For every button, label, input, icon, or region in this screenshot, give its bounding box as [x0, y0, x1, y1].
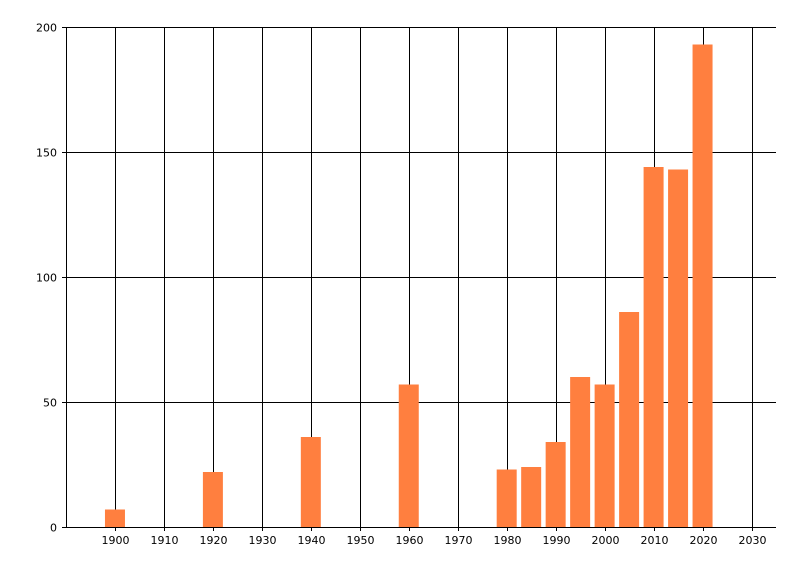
bar — [398, 384, 419, 527]
x-tick-label: 1960 — [396, 534, 424, 547]
x-tick-label: 2020 — [690, 534, 718, 547]
y-tick-label: 100 — [36, 272, 57, 285]
bar — [594, 384, 615, 527]
x-tick-label: 2000 — [592, 534, 620, 547]
bar — [104, 509, 125, 527]
bar — [202, 472, 223, 527]
x-tick-label: 1970 — [445, 534, 473, 547]
bar — [521, 467, 542, 527]
x-tick-label: 1910 — [151, 534, 179, 547]
bars — [104, 44, 713, 527]
bar — [619, 312, 640, 527]
x-tick-label: 1990 — [543, 534, 571, 547]
y-tick-label: 200 — [36, 22, 57, 35]
tick-labels: 1900 1910 1920 1930 1940 1950 1960 1970 1980 1990… — [36, 22, 767, 548]
x-tick-label: 1950 — [347, 534, 375, 547]
x-tick-label: 2030 — [739, 534, 767, 547]
x-tick-label: 1930 — [249, 534, 277, 547]
x-tick-label: 1900 — [102, 534, 130, 547]
bar — [643, 167, 664, 527]
x-tick-label: 1940 — [298, 534, 326, 547]
x-tick-label: 1980 — [494, 534, 522, 547]
bar — [570, 377, 591, 527]
bar — [545, 442, 566, 527]
y-tick-label: 50 — [43, 397, 57, 410]
x-tick-label: 2010 — [641, 534, 669, 547]
y-tick-label: 150 — [36, 147, 57, 160]
y-tick-label: 0 — [50, 522, 57, 535]
bar — [496, 469, 517, 527]
bar — [692, 44, 713, 527]
x-tick-label: 1920 — [200, 534, 228, 547]
bar — [300, 437, 321, 527]
axes — [66, 27, 776, 528]
bar — [668, 169, 689, 527]
